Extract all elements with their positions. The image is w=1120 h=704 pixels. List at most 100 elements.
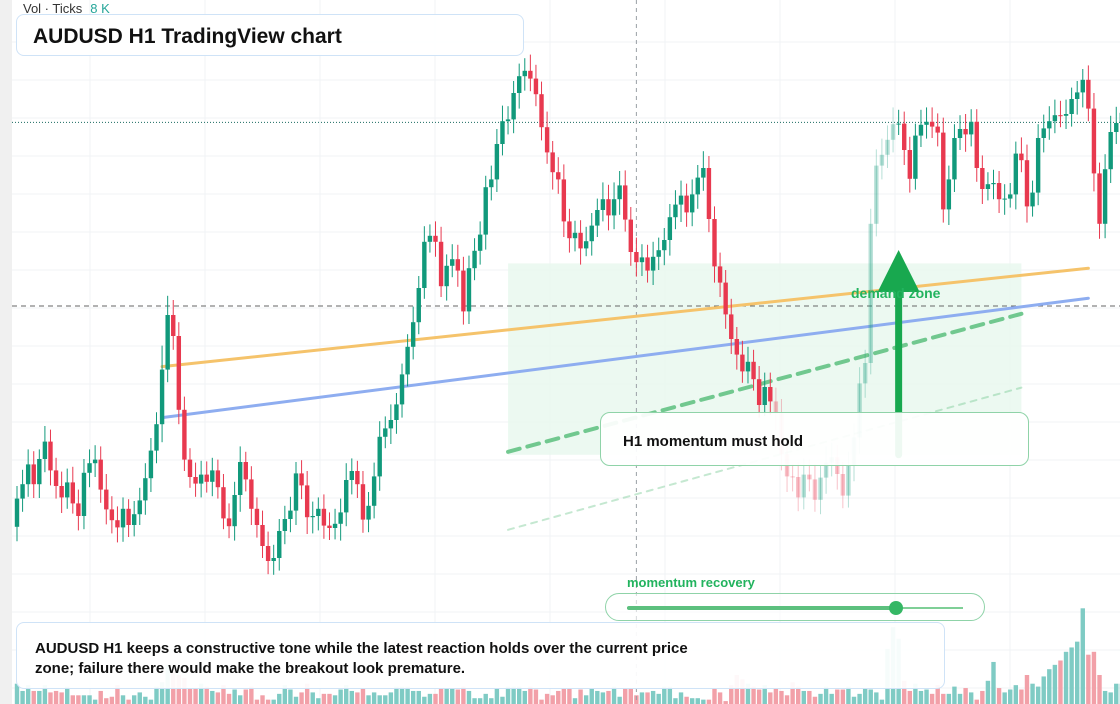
volume-bar (952, 686, 957, 704)
volume-bar (533, 689, 539, 704)
volume-bar (902, 680, 907, 704)
candle-body (65, 482, 70, 498)
candle-body (639, 257, 645, 263)
candle-body (751, 361, 756, 380)
volume-bar (31, 690, 36, 704)
momentum-recovery-slider[interactable] (605, 593, 985, 621)
candle-body (985, 184, 991, 189)
volume-bar (768, 692, 773, 704)
candle-body (76, 503, 81, 516)
candle-body (226, 518, 232, 527)
volume-bar (662, 686, 667, 704)
candle-body (879, 154, 885, 166)
candle-body (332, 523, 338, 528)
volume-bar (572, 698, 578, 704)
volume-bar (394, 686, 399, 704)
candle-body (1080, 79, 1085, 93)
volume-bar (745, 683, 751, 704)
candle-body (957, 129, 963, 138)
candle-body (974, 121, 979, 168)
candle-body (98, 459, 103, 490)
candle-body (606, 199, 611, 216)
volume-bar (198, 683, 204, 704)
volume-bar (807, 690, 812, 704)
volume-bar (583, 695, 589, 704)
candle-body (1058, 115, 1063, 117)
volume-bar (996, 688, 1002, 704)
candle-body (907, 150, 912, 179)
volume-bar (187, 688, 193, 704)
volume-indicator-label[interactable]: Vol · Ticks 8 K (23, 1, 110, 16)
candle-body (890, 124, 896, 140)
candle-body (472, 250, 477, 269)
volume-bar (344, 685, 349, 704)
candle-body (662, 240, 667, 251)
candle-body (885, 139, 890, 155)
volume-bar (1091, 651, 1097, 704)
candle-body (165, 315, 170, 370)
candle-body (260, 525, 265, 546)
candle-body (695, 177, 700, 195)
candle-body (756, 379, 762, 405)
candle-body (171, 315, 176, 336)
volume-bar (963, 688, 968, 704)
volume-bar (550, 695, 555, 704)
candle-body (717, 266, 723, 283)
volume-bar (840, 689, 846, 704)
candle-body (578, 232, 583, 249)
candle-body (159, 369, 165, 425)
candle-body (807, 474, 812, 480)
volume-bar (595, 690, 600, 704)
candle-body (952, 138, 957, 180)
candle-body (1024, 160, 1030, 207)
volume-bar (1024, 675, 1030, 704)
candle-body (182, 409, 187, 460)
candle-body (104, 489, 109, 510)
volume-bar (260, 695, 265, 704)
candle-body (1063, 114, 1069, 116)
candle-body (935, 126, 940, 133)
volume-bar (360, 688, 366, 704)
volume-bar (701, 699, 706, 704)
candle-body (466, 268, 472, 312)
arrow-head (877, 250, 920, 292)
candle-body (941, 132, 946, 210)
candle-body (796, 477, 801, 498)
candle-body (221, 487, 226, 519)
volume-bar (818, 693, 823, 704)
candle-body (81, 472, 87, 516)
candle-body (20, 484, 25, 499)
candle-body (37, 459, 42, 485)
candle-body (438, 241, 444, 287)
candle-body (1108, 132, 1113, 170)
volume-bar (974, 699, 979, 704)
momentum-knob[interactable] (888, 601, 903, 615)
volume-bar (879, 699, 885, 704)
candle-body (405, 346, 410, 375)
volume-bar (427, 693, 433, 704)
volume-bar (221, 685, 226, 704)
volume-bar (1058, 660, 1063, 704)
candle-body (310, 516, 315, 518)
volume-bar (667, 686, 673, 704)
candle-body (433, 235, 438, 242)
candle-body (996, 183, 1002, 200)
demand-zone-label: demand zone (851, 285, 941, 301)
momentum-recovery-label: momentum recovery (627, 575, 755, 590)
volume-bar (1019, 689, 1024, 704)
volume-bar (913, 683, 918, 704)
volume-bar (299, 692, 304, 704)
volume-bar (405, 686, 410, 704)
candle-body (215, 470, 221, 488)
candle-body (729, 314, 734, 339)
volume-bar (126, 699, 131, 704)
volume-bar (1047, 669, 1052, 704)
volume-bar (628, 688, 633, 704)
candle-body (918, 124, 924, 136)
candle-body (1052, 115, 1058, 122)
candle-body (812, 479, 818, 500)
volume-bar (1080, 608, 1085, 704)
volume-bar (623, 688, 628, 704)
volume-bar (422, 696, 427, 704)
